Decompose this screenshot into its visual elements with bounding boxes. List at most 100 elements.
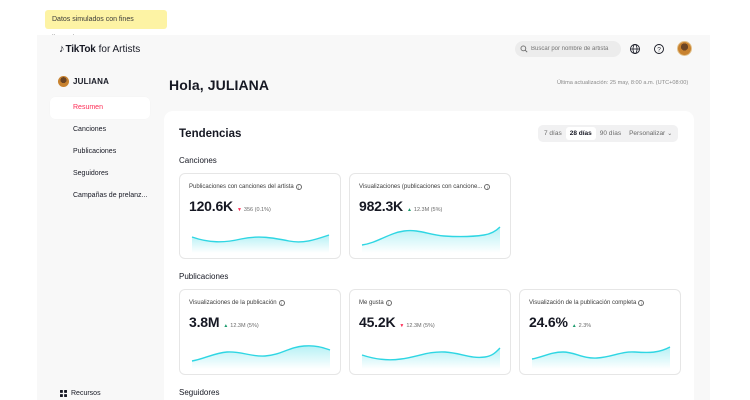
sidebar-nav: Resumen Canciones Publicaciones Seguidor… <box>50 97 150 207</box>
metric-card[interactable]: Visualización de la publicación completa… <box>519 289 681 375</box>
tiktok-for-artists-logo[interactable]: ♪ TikTok for Artists <box>59 43 140 55</box>
metric-label-text: Me gusta <box>359 300 384 306</box>
simulated-data-banner: Datos simulados con fines ilustrativos <box>45 10 167 42</box>
info-icon[interactable]: i <box>638 300 645 306</box>
metric-card[interactable]: Publicaciones con canciones del artista i… <box>179 173 341 259</box>
sparkline-area <box>192 235 329 253</box>
sparkline <box>361 347 501 369</box>
increase-triangle-icon: ▲ <box>223 323 229 329</box>
metric-card[interactable]: Visualizaciones de la publicación i 3.8M … <box>179 289 341 375</box>
logo-brand: TikTok <box>65 43 96 55</box>
metric-value-row: 45.2K ▼ 12.3M (5%) <box>359 314 435 330</box>
tiktok-note-icon: ♪ <box>59 43 65 55</box>
sparkline <box>531 346 671 369</box>
info-icon[interactable]: i <box>295 184 302 190</box>
info-icon[interactable]: i <box>484 184 491 190</box>
trends-title: Tendencias <box>179 128 242 140</box>
section-posts: Publicaciones <box>179 272 229 281</box>
metric-change: ▲ 2.3% <box>572 323 592 329</box>
resources-label: Recursos <box>71 390 101 397</box>
sidebar-item-seguidores[interactable]: Seguidores <box>73 170 109 177</box>
artist-search[interactable] <box>515 41 621 57</box>
metric-value-row: 24.6% ▲ 2.3% <box>529 314 591 330</box>
tab-7-days[interactable]: 7 días <box>544 130 562 137</box>
metric-card[interactable]: Me gusta i 45.2K ▼ 12.3M (5%) <box>349 289 511 375</box>
metric-change-text: 2.3% <box>578 323 592 329</box>
metric-change-text: 12.3M (5%) <box>406 323 435 329</box>
globe-icon[interactable] <box>629 43 641 55</box>
tab-custom[interactable]: Personalizar ⌄ <box>625 127 676 140</box>
metric-label: Publicaciones con canciones del artista i <box>189 184 302 190</box>
chevron-down-icon: ⌄ <box>667 131 673 137</box>
metric-label-text: Publicaciones con canciones del artista <box>189 184 294 190</box>
sidebar: JULIANA Resumen Canciones Publicaciones … <box>37 65 162 400</box>
metric-label-text: Visualizaciones de la publicación <box>189 300 277 306</box>
decrease-triangle-icon: ▼ <box>399 323 405 329</box>
metric-value-row: 3.8M ▲ 12.3M (5%) <box>189 314 259 330</box>
decrease-triangle-icon: ▼ <box>236 207 242 213</box>
top-bar: ♪ TikTok for Artists ? <box>37 35 710 65</box>
metric-label: Visualización de la publicación completa… <box>529 300 645 306</box>
metric-change: ▲ 12.3M (5%) <box>407 207 442 213</box>
page-title: Hola, JULIANA <box>169 77 270 93</box>
artist-profile[interactable]: JULIANA <box>58 76 109 87</box>
metric-card[interactable]: Visualizaciones (publicaciones con canci… <box>349 173 511 259</box>
metric-label: Visualizaciones (publicaciones con canci… <box>359 184 491 190</box>
metric-value: 982.3K <box>359 198 403 214</box>
metric-change-text: 12.3M (5%) <box>413 207 443 213</box>
help-icon[interactable]: ? <box>653 43 665 55</box>
metric-value: 3.8M <box>189 314 220 330</box>
sparkline-area <box>362 348 500 369</box>
metric-value-row: 982.3K ▲ 12.3M (5%) <box>359 198 442 214</box>
metric-label: Me gusta i <box>359 300 392 306</box>
sparkline-line <box>361 226 501 246</box>
metric-label: Visualizaciones de la publicación i <box>189 300 285 306</box>
metric-label-text: Visualización de la publicación completa <box>529 300 637 306</box>
tab-90-days[interactable]: 90 días <box>599 130 622 137</box>
increase-triangle-icon: ▲ <box>406 207 412 213</box>
metric-change: ▼ 12.3M (5%) <box>399 323 434 329</box>
outer-margin-right <box>710 0 750 400</box>
info-icon[interactable]: i <box>278 300 285 306</box>
sparkline-line <box>531 346 671 360</box>
logo-suffix: for Artists <box>98 43 141 55</box>
outer-margin-left <box>0 0 37 400</box>
metric-value-row: 120.6K ▼ 356 (0.1%) <box>189 198 271 214</box>
section-songs: Canciones <box>179 156 217 165</box>
section-followers: Seguidores <box>179 388 220 397</box>
sparkline <box>191 234 330 253</box>
sidebar-item-publicaciones[interactable]: Publicaciones <box>73 148 117 155</box>
sparkline-area <box>362 227 500 253</box>
artist-avatar <box>58 76 69 87</box>
metric-change-text: 12.3M (5%) <box>230 323 259 329</box>
sidebar-item-canciones[interactable]: Canciones <box>73 126 107 133</box>
sparkline <box>191 345 331 369</box>
search-input[interactable] <box>531 46 621 52</box>
sidebar-item-resumen[interactable]: Resumen <box>50 97 150 119</box>
last-update-timestamp: Última actualización: 25 may, 8:00 a.m. … <box>557 80 689 86</box>
sparkline <box>361 226 501 253</box>
sidebar-item-campanas[interactable]: Campañas de prelanz... <box>73 192 148 199</box>
tab-custom-label: Personalizar <box>629 130 666 137</box>
artist-name: JULIANA <box>73 77 110 86</box>
increase-triangle-icon: ▲ <box>571 323 577 329</box>
sparkline-line <box>191 345 331 362</box>
sparkline-line <box>191 234 330 243</box>
date-range-tabs: 7 días 28 días 90 días Personalizar ⌄ <box>538 125 679 142</box>
app-window: ♪ TikTok for Artists ? JULIANA Resumen C… <box>37 35 710 400</box>
metric-change: ▼ 356 (0.1%) <box>237 207 271 213</box>
metric-label-text: Visualizaciones (publicaciones con canci… <box>359 184 483 190</box>
metric-value: 45.2K <box>359 314 396 330</box>
user-avatar[interactable] <box>677 41 692 56</box>
trends-card: Tendencias 7 días 28 días 90 días Person… <box>164 111 694 400</box>
metric-change-text: 356 (0.1%) <box>243 207 271 213</box>
sparkline-line <box>361 347 501 361</box>
metric-value: 24.6% <box>529 314 568 330</box>
info-icon[interactable]: i <box>385 300 392 306</box>
resources-link[interactable]: Recursos <box>60 390 101 397</box>
metric-change: ▲ 12.3M (5%) <box>223 323 258 329</box>
tab-28-days[interactable]: 28 días <box>565 127 596 140</box>
sparkline-area <box>192 345 330 369</box>
search-icon <box>520 45 528 53</box>
svg-text:?: ? <box>657 46 661 53</box>
